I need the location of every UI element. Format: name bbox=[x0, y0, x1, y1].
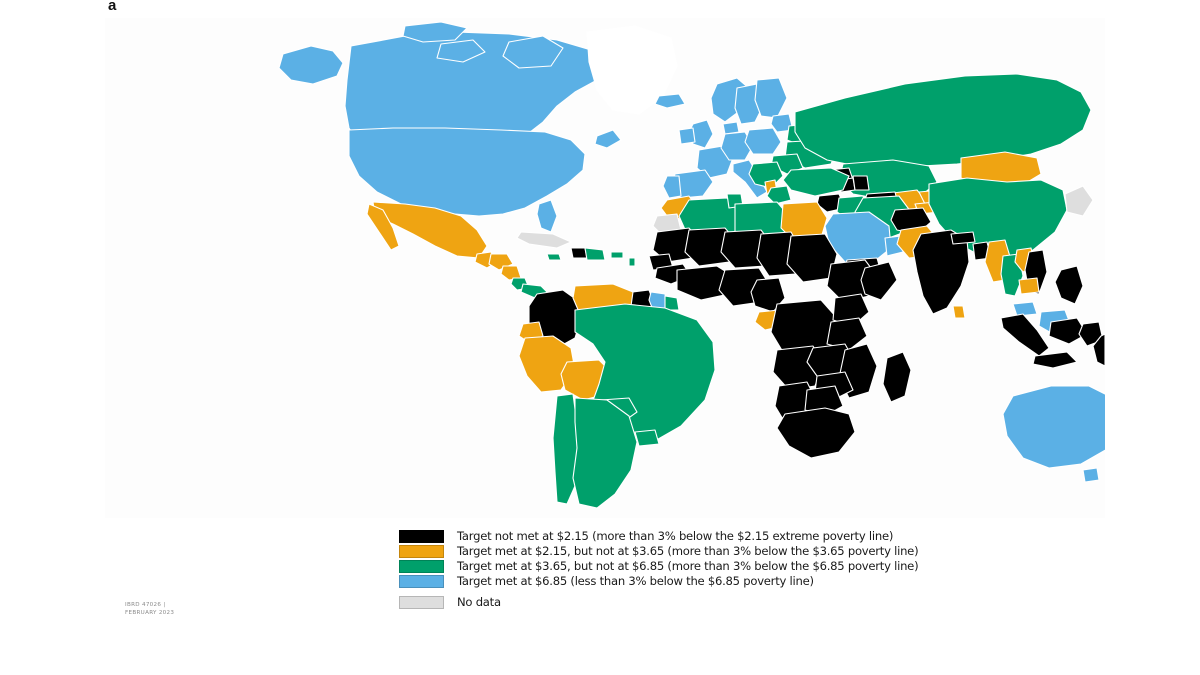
map-credit: IBRD 47026 | FEBRUARY 2023 bbox=[125, 601, 174, 617]
region-south-africa[interactable] bbox=[776, 407, 856, 459]
legend-swatch-target-met-685 bbox=[399, 574, 444, 589]
region-kalimantan[interactable] bbox=[1048, 317, 1088, 345]
region-java[interactable] bbox=[1032, 351, 1078, 369]
legend-label-target-met-215: Target met at $2.15, but not at $3.65 (m… bbox=[457, 544, 919, 558]
region-puerto-rico[interactable] bbox=[610, 251, 624, 259]
legend-item-2[interactable]: Target met at $3.65, but not at $6.85 (m… bbox=[399, 559, 919, 574]
region-denmark[interactable] bbox=[722, 121, 740, 135]
region-peru[interactable] bbox=[518, 335, 576, 393]
legend-item-4[interactable]: No data bbox=[399, 595, 918, 610]
region-alaska[interactable] bbox=[278, 45, 344, 85]
legend-item-3[interactable]: Target met at $6.85 (less than 3% below … bbox=[399, 574, 918, 589]
region-germany[interactable] bbox=[720, 131, 754, 161]
region-italy[interactable] bbox=[732, 159, 768, 199]
region-arctic-islands[interactable] bbox=[402, 21, 468, 43]
letterbox-left bbox=[0, 0, 105, 675]
region-greece[interactable] bbox=[766, 185, 792, 205]
legend-swatch-target-met-215 bbox=[399, 544, 444, 559]
region-malaysia[interactable] bbox=[1012, 301, 1038, 317]
region-lesser-antilles[interactable] bbox=[628, 257, 636, 267]
figure-panel-a: a bbox=[105, 0, 1105, 675]
legend-swatch-target-not-met-215 bbox=[399, 529, 444, 544]
legend-label-target-met-685: Target met at $6.85 (less than 3% below … bbox=[457, 574, 814, 588]
region-baffin-island[interactable] bbox=[502, 35, 564, 69]
legend-label-no-data: No data bbox=[457, 595, 501, 609]
region-dominican-republic[interactable] bbox=[584, 247, 606, 261]
map-regions bbox=[278, 21, 1105, 509]
region-cuba[interactable] bbox=[516, 231, 572, 249]
region-argentina[interactable] bbox=[572, 397, 638, 509]
region-cambodia[interactable] bbox=[1018, 277, 1040, 295]
region-australia[interactable] bbox=[1002, 385, 1105, 469]
legend-swatch-target-met-365 bbox=[399, 559, 444, 574]
world-map-svg bbox=[105, 18, 1105, 518]
legend-label-target-met-365: Target met at $3.65, but not at $6.85 (m… bbox=[457, 559, 919, 573]
region-poland[interactable] bbox=[744, 127, 782, 155]
region-florida[interactable] bbox=[536, 199, 558, 233]
region-newfoundland[interactable] bbox=[594, 129, 622, 149]
region-united-states[interactable] bbox=[348, 127, 586, 217]
region-iceland[interactable] bbox=[654, 93, 686, 109]
region-madagascar[interactable] bbox=[882, 351, 912, 403]
region-korea-japan[interactable] bbox=[1064, 185, 1094, 217]
region-russia[interactable] bbox=[794, 73, 1092, 169]
legend-item-1[interactable]: Target met at $2.15, but not at $3.65 (m… bbox=[399, 544, 919, 559]
region-jamaica[interactable] bbox=[546, 253, 562, 261]
region-portugal[interactable] bbox=[662, 175, 682, 199]
region-azerbaijan[interactable] bbox=[852, 175, 870, 191]
region-greenland[interactable] bbox=[586, 25, 678, 115]
world-map bbox=[105, 18, 1105, 518]
legend-swatch-no-data bbox=[399, 595, 444, 610]
region-baltics[interactable] bbox=[770, 113, 794, 133]
panel-label: a bbox=[108, 0, 117, 14]
legend-item-0[interactable]: Target not met at $2.15 (more than 3% be… bbox=[399, 529, 918, 544]
region-papua-new-guinea[interactable] bbox=[1092, 333, 1105, 367]
region-french-guiana[interactable] bbox=[664, 295, 680, 311]
region-tasmania[interactable] bbox=[1082, 467, 1100, 483]
letterbox-right bbox=[1105, 0, 1200, 675]
region-sri-lanka[interactable] bbox=[952, 305, 966, 319]
region-sumatra[interactable] bbox=[1000, 313, 1050, 357]
credit-line-2: FEBRUARY 2023 bbox=[125, 610, 175, 616]
legend-label-target-not-met-215: Target not met at $2.15 (more than 3% be… bbox=[457, 529, 894, 543]
region-kenya[interactable] bbox=[832, 293, 870, 327]
region-victoria-island[interactable] bbox=[436, 39, 486, 63]
region-uruguay[interactable] bbox=[634, 429, 660, 447]
region-baja[interactable] bbox=[366, 203, 400, 251]
credit-line-1: IBRD 47026 | bbox=[125, 602, 166, 608]
region-haiti[interactable] bbox=[570, 247, 588, 259]
region-tanzania[interactable] bbox=[826, 317, 868, 351]
region-somalia[interactable] bbox=[860, 261, 898, 301]
region-turkey[interactable] bbox=[782, 167, 850, 197]
region-philippines[interactable] bbox=[1054, 265, 1084, 305]
region-nepal[interactable] bbox=[950, 231, 976, 245]
map-legend: Target not met at $2.15 (more than 3% be… bbox=[399, 529, 919, 610]
region-ireland[interactable] bbox=[678, 127, 696, 145]
